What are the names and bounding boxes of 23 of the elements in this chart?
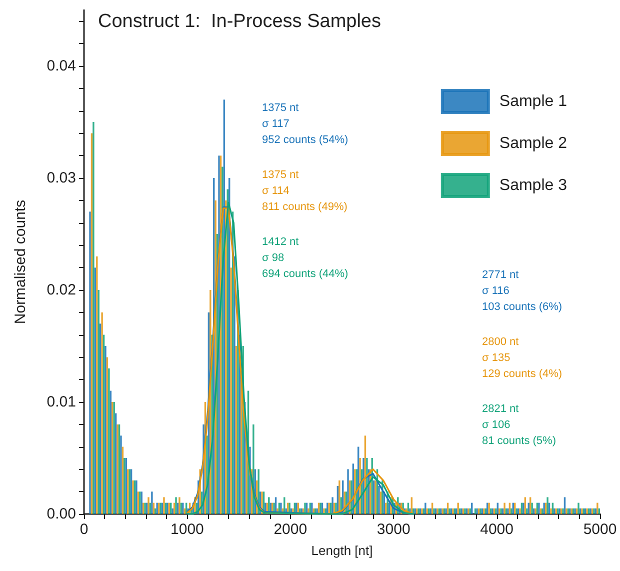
x-tick-label: 4000 [480, 521, 514, 538]
annotation: 1375 nt σ 114 811 counts (49%) [262, 169, 348, 213]
y-axis-title: Normalised counts [12, 200, 29, 324]
x-tick-label: 5000 [583, 521, 617, 538]
y-tick-label: 0.02 [46, 282, 76, 298]
x-axis-title: Length [nt] [311, 543, 373, 558]
y-tick-label: 0.04 [46, 58, 76, 74]
annotation: 1375 nt σ 117 952 counts (54%) [262, 102, 348, 146]
x-tick-label: 2000 [274, 521, 308, 538]
annotation: 2800 nt σ 135 129 counts (4%) [482, 336, 562, 380]
y-tick-label: 0.00 [46, 506, 76, 522]
annotation: 2771 nt σ 116 103 counts (6%) [482, 269, 562, 313]
x-tick-label: 0 [80, 521, 88, 538]
legend-label: Sample 1 [499, 93, 568, 110]
y-tick-label: 0.03 [46, 170, 76, 186]
legend-label: Sample 2 [499, 135, 568, 152]
annotation: 1412 nt σ 98 694 counts (44%) [262, 236, 348, 280]
x-tick-label: 1000 [170, 521, 204, 538]
legend-label: Sample 3 [499, 177, 568, 194]
annotation: 2821 nt σ 106 81 counts (5%) [482, 403, 556, 447]
y-tick-label: 0.01 [46, 394, 76, 410]
x-tick-label: 3000 [376, 521, 410, 538]
chart-title: Construct 1: In-Process Samples [98, 11, 381, 32]
